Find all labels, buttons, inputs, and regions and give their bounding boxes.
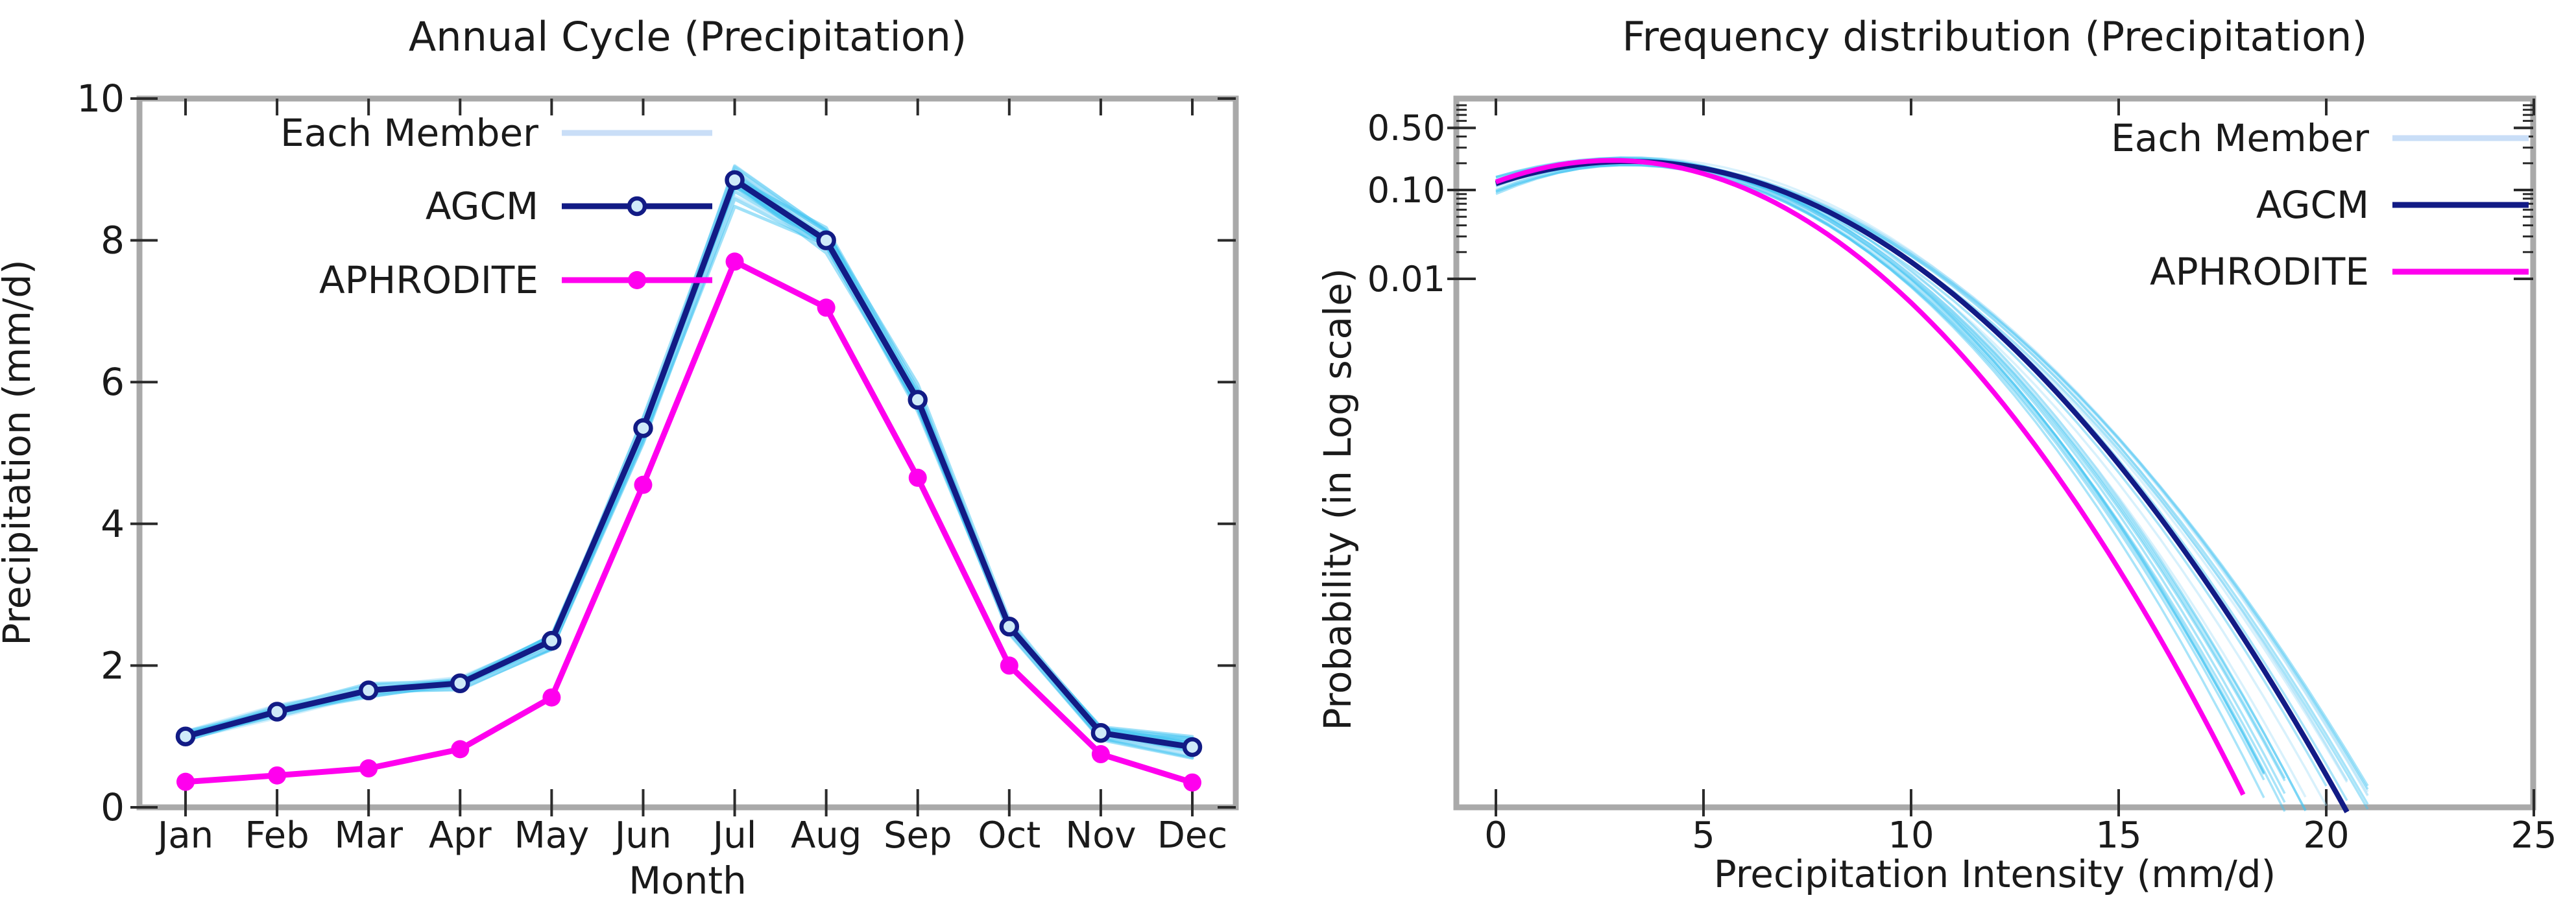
ensemble-member-curve bbox=[1495, 156, 2348, 782]
agcm-line bbox=[182, 177, 1196, 750]
agcm-marker bbox=[1090, 722, 1111, 743]
x-tick-label: Apr bbox=[429, 814, 492, 857]
annual-cycle-tick-labels: Jan Feb Mar Apr May Jun Jul Aug Sep Oct Nov Dec 0 2 4 6… bbox=[77, 77, 1227, 857]
agcm-marker bbox=[450, 673, 470, 693]
ensemble-member-curve bbox=[1495, 164, 2265, 774]
y-tick-label: 8 bbox=[101, 219, 125, 263]
agcm-marker bbox=[1182, 737, 1203, 757]
legend-label-aphrodite: APHRODITE bbox=[319, 258, 538, 302]
x-tick-label: 5 bbox=[1692, 814, 1715, 857]
annual-cycle-axes bbox=[130, 95, 1239, 816]
ensemble-member-line bbox=[184, 166, 1194, 746]
plot-frame bbox=[1453, 95, 2536, 811]
ensemble-member-curve bbox=[1495, 163, 2265, 781]
legend-label-members: Each Member bbox=[280, 111, 538, 155]
y-tick-label: 10 bbox=[77, 77, 125, 121]
x-tick-label: May bbox=[514, 814, 589, 857]
agcm-marker bbox=[542, 630, 562, 651]
annual-cycle-legend: Each Member AGCM APHRODITE bbox=[280, 111, 712, 302]
agcm-marker bbox=[175, 726, 196, 746]
aphrodite-marker bbox=[451, 740, 470, 759]
agcm-marker bbox=[725, 170, 745, 190]
aphrodite-marker bbox=[634, 475, 653, 494]
agcm-marker bbox=[908, 390, 928, 410]
x-tick-label: Aug bbox=[791, 814, 861, 857]
agcm-marker bbox=[267, 702, 287, 722]
y-tick-label: 0.01 bbox=[1367, 259, 1445, 300]
y-tick-label: 2 bbox=[101, 643, 125, 687]
frequency-ylabel: Probability (in Log scale) bbox=[1316, 268, 1360, 730]
frequency-series bbox=[1495, 156, 2369, 814]
aphrodite-marker bbox=[1183, 773, 1201, 792]
x-tick-label: 25 bbox=[2510, 814, 2557, 857]
aphrodite-marker bbox=[725, 252, 744, 271]
aphrodite-curve bbox=[1495, 158, 2246, 796]
plot-frame bbox=[136, 95, 1239, 811]
agcm-marker bbox=[816, 230, 836, 250]
legend-label-members: Each Member bbox=[2111, 116, 2369, 160]
x-tick-label: Oct bbox=[978, 814, 1041, 857]
annual-cycle-title: Annual Cycle (Precipitation) bbox=[409, 13, 967, 60]
x-tick-label: Mar bbox=[334, 814, 403, 857]
agcm-marker bbox=[633, 418, 653, 438]
annual-cycle-series bbox=[175, 163, 1203, 792]
frequency-title: Frequency distribution (Precipitation) bbox=[1622, 13, 2368, 60]
aphrodite-line bbox=[182, 258, 1196, 786]
x-tick-label: Feb bbox=[245, 814, 309, 857]
aphrodite-marker bbox=[1000, 656, 1018, 675]
legend-marker-aphrodite bbox=[628, 271, 646, 289]
x-tick-label: Jun bbox=[613, 814, 672, 857]
x-tick-label: 20 bbox=[2303, 814, 2349, 857]
x-tick-label: 10 bbox=[1888, 814, 1934, 857]
x-tick-label: Jul bbox=[711, 814, 757, 857]
annual-cycle-ylabel: Precipitation (mm/d) bbox=[0, 259, 39, 646]
ensemble-member-curve bbox=[1495, 163, 2265, 798]
x-tick-label: 0 bbox=[1484, 814, 1508, 857]
ensemble-member-line bbox=[184, 169, 1194, 741]
aphrodite-marker bbox=[908, 468, 927, 487]
y-tick-label: 4 bbox=[101, 502, 125, 546]
aphrodite-marker bbox=[542, 688, 561, 707]
x-tick-label: Dec bbox=[1157, 814, 1227, 857]
x-tick-label: Nov bbox=[1065, 814, 1136, 857]
aphrodite-marker bbox=[268, 766, 287, 785]
y-tick-label: 0.50 bbox=[1367, 108, 1445, 148]
legend-label-agcm: AGCM bbox=[2256, 183, 2369, 227]
frequency-axes bbox=[1447, 95, 2536, 816]
y-tick-label: 0.10 bbox=[1367, 170, 1445, 211]
legend-marker-agcm bbox=[627, 196, 647, 217]
annual-cycle-chart: Jan Feb Mar Apr May Jun Jul Aug Sep Oct Nov Dec 0 2 4 6… bbox=[0, 13, 1239, 902]
agcm-marker bbox=[358, 680, 379, 700]
ensemble-member-curve bbox=[1495, 156, 2265, 775]
x-tick-label: Jan bbox=[156, 814, 213, 857]
x-tick-label: Sep bbox=[884, 814, 952, 857]
annual-cycle-xlabel: Month bbox=[629, 859, 747, 902]
aphrodite-marker bbox=[817, 298, 836, 317]
frequency-legend: Each Member AGCM APHRODITE bbox=[2111, 116, 2529, 294]
legend-label-aphrodite: APHRODITE bbox=[2150, 250, 2369, 294]
aphrodite-marker bbox=[176, 772, 195, 791]
y-tick-label: 6 bbox=[101, 360, 125, 404]
frequency-tick-labels: 0 5 10 15 20 25 0.50 0.10 0.01 bbox=[1367, 108, 2557, 857]
y-tick-label: 0 bbox=[101, 785, 125, 829]
aphrodite-marker bbox=[1091, 745, 1110, 764]
ensemble-member-curve bbox=[1495, 157, 2307, 811]
frequency-distribution-chart: 0 5 10 15 20 25 0.50 0.10 0.01 Each Member AGCM AP… bbox=[1316, 13, 2557, 896]
ensemble-member-line bbox=[184, 170, 1194, 739]
aphrodite-marker bbox=[359, 759, 378, 777]
x-tick-label: 15 bbox=[2095, 814, 2141, 857]
legend-label-agcm: AGCM bbox=[426, 184, 538, 228]
agcm-marker bbox=[999, 617, 1020, 637]
frequency-xlabel: Precipitation Intensity (mm/d) bbox=[1714, 852, 2276, 896]
ensemble-member-curve bbox=[1495, 163, 2328, 787]
